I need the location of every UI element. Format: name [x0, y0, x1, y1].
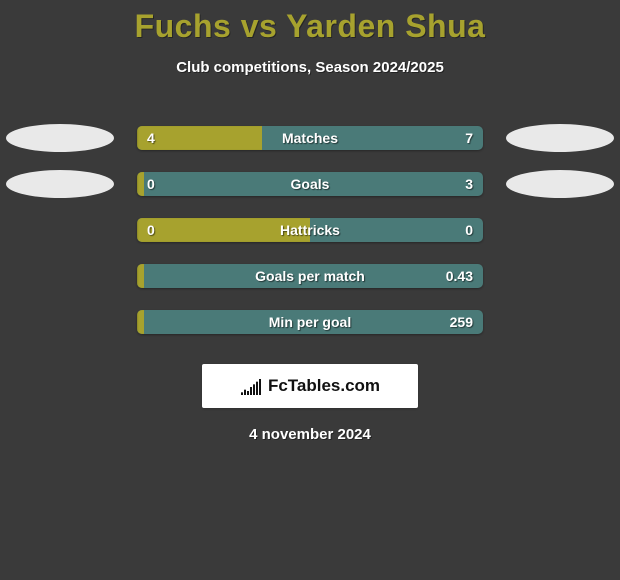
bar-right-fill	[137, 264, 483, 288]
team-badge-left	[6, 170, 114, 198]
stat-bar: 47Matches	[137, 126, 483, 150]
stat-row: 47Matches	[0, 118, 620, 164]
stat-value-left: 0	[147, 172, 155, 196]
logo-part-c: .com	[340, 376, 380, 395]
logo-part-a: Fc	[268, 376, 288, 395]
bar-left-fill	[137, 264, 144, 288]
team-badge-left	[6, 124, 114, 152]
stat-value-right: 7	[465, 126, 473, 150]
stat-bar: 03Goals	[137, 172, 483, 196]
bar-chart-icon	[240, 377, 262, 395]
stats-rows: 47Matches03Goals00Hattricks0.43Goals per…	[0, 118, 620, 348]
bar-left-fill	[137, 218, 310, 242]
logo-part-b: Tables	[288, 376, 341, 395]
stat-row: 00Hattricks	[0, 210, 620, 256]
bar-right-fill	[137, 172, 483, 196]
stat-bar: 0.43Goals per match	[137, 264, 483, 288]
stat-value-right: 3	[465, 172, 473, 196]
stat-row: 03Goals	[0, 164, 620, 210]
stat-row: 0.43Goals per match	[0, 256, 620, 302]
stat-bar: 259Min per goal	[137, 310, 483, 334]
stat-value-right: 259	[450, 310, 473, 334]
logo-box: FcTables.com	[202, 364, 418, 408]
stat-value-left: 4	[147, 126, 155, 150]
team-badge-right	[506, 124, 614, 152]
stat-value-right: 0	[465, 218, 473, 242]
bar-left-fill	[137, 126, 262, 150]
stat-value-left: 0	[147, 218, 155, 242]
page-title: Fuchs vs Yarden Shua	[0, 8, 620, 45]
bar-right-fill	[137, 310, 483, 334]
team-badge-right	[506, 170, 614, 198]
page: Fuchs vs Yarden Shua Club competitions, …	[0, 0, 620, 580]
stat-bar: 00Hattricks	[137, 218, 483, 242]
logo-text: FcTables.com	[268, 376, 380, 396]
date: 4 november 2024	[0, 426, 620, 443]
stat-value-right: 0.43	[446, 264, 473, 288]
stat-row: 259Min per goal	[0, 302, 620, 348]
bar-left-fill	[137, 310, 144, 334]
subtitle: Club competitions, Season 2024/2025	[0, 59, 620, 76]
bar-left-fill	[137, 172, 144, 196]
